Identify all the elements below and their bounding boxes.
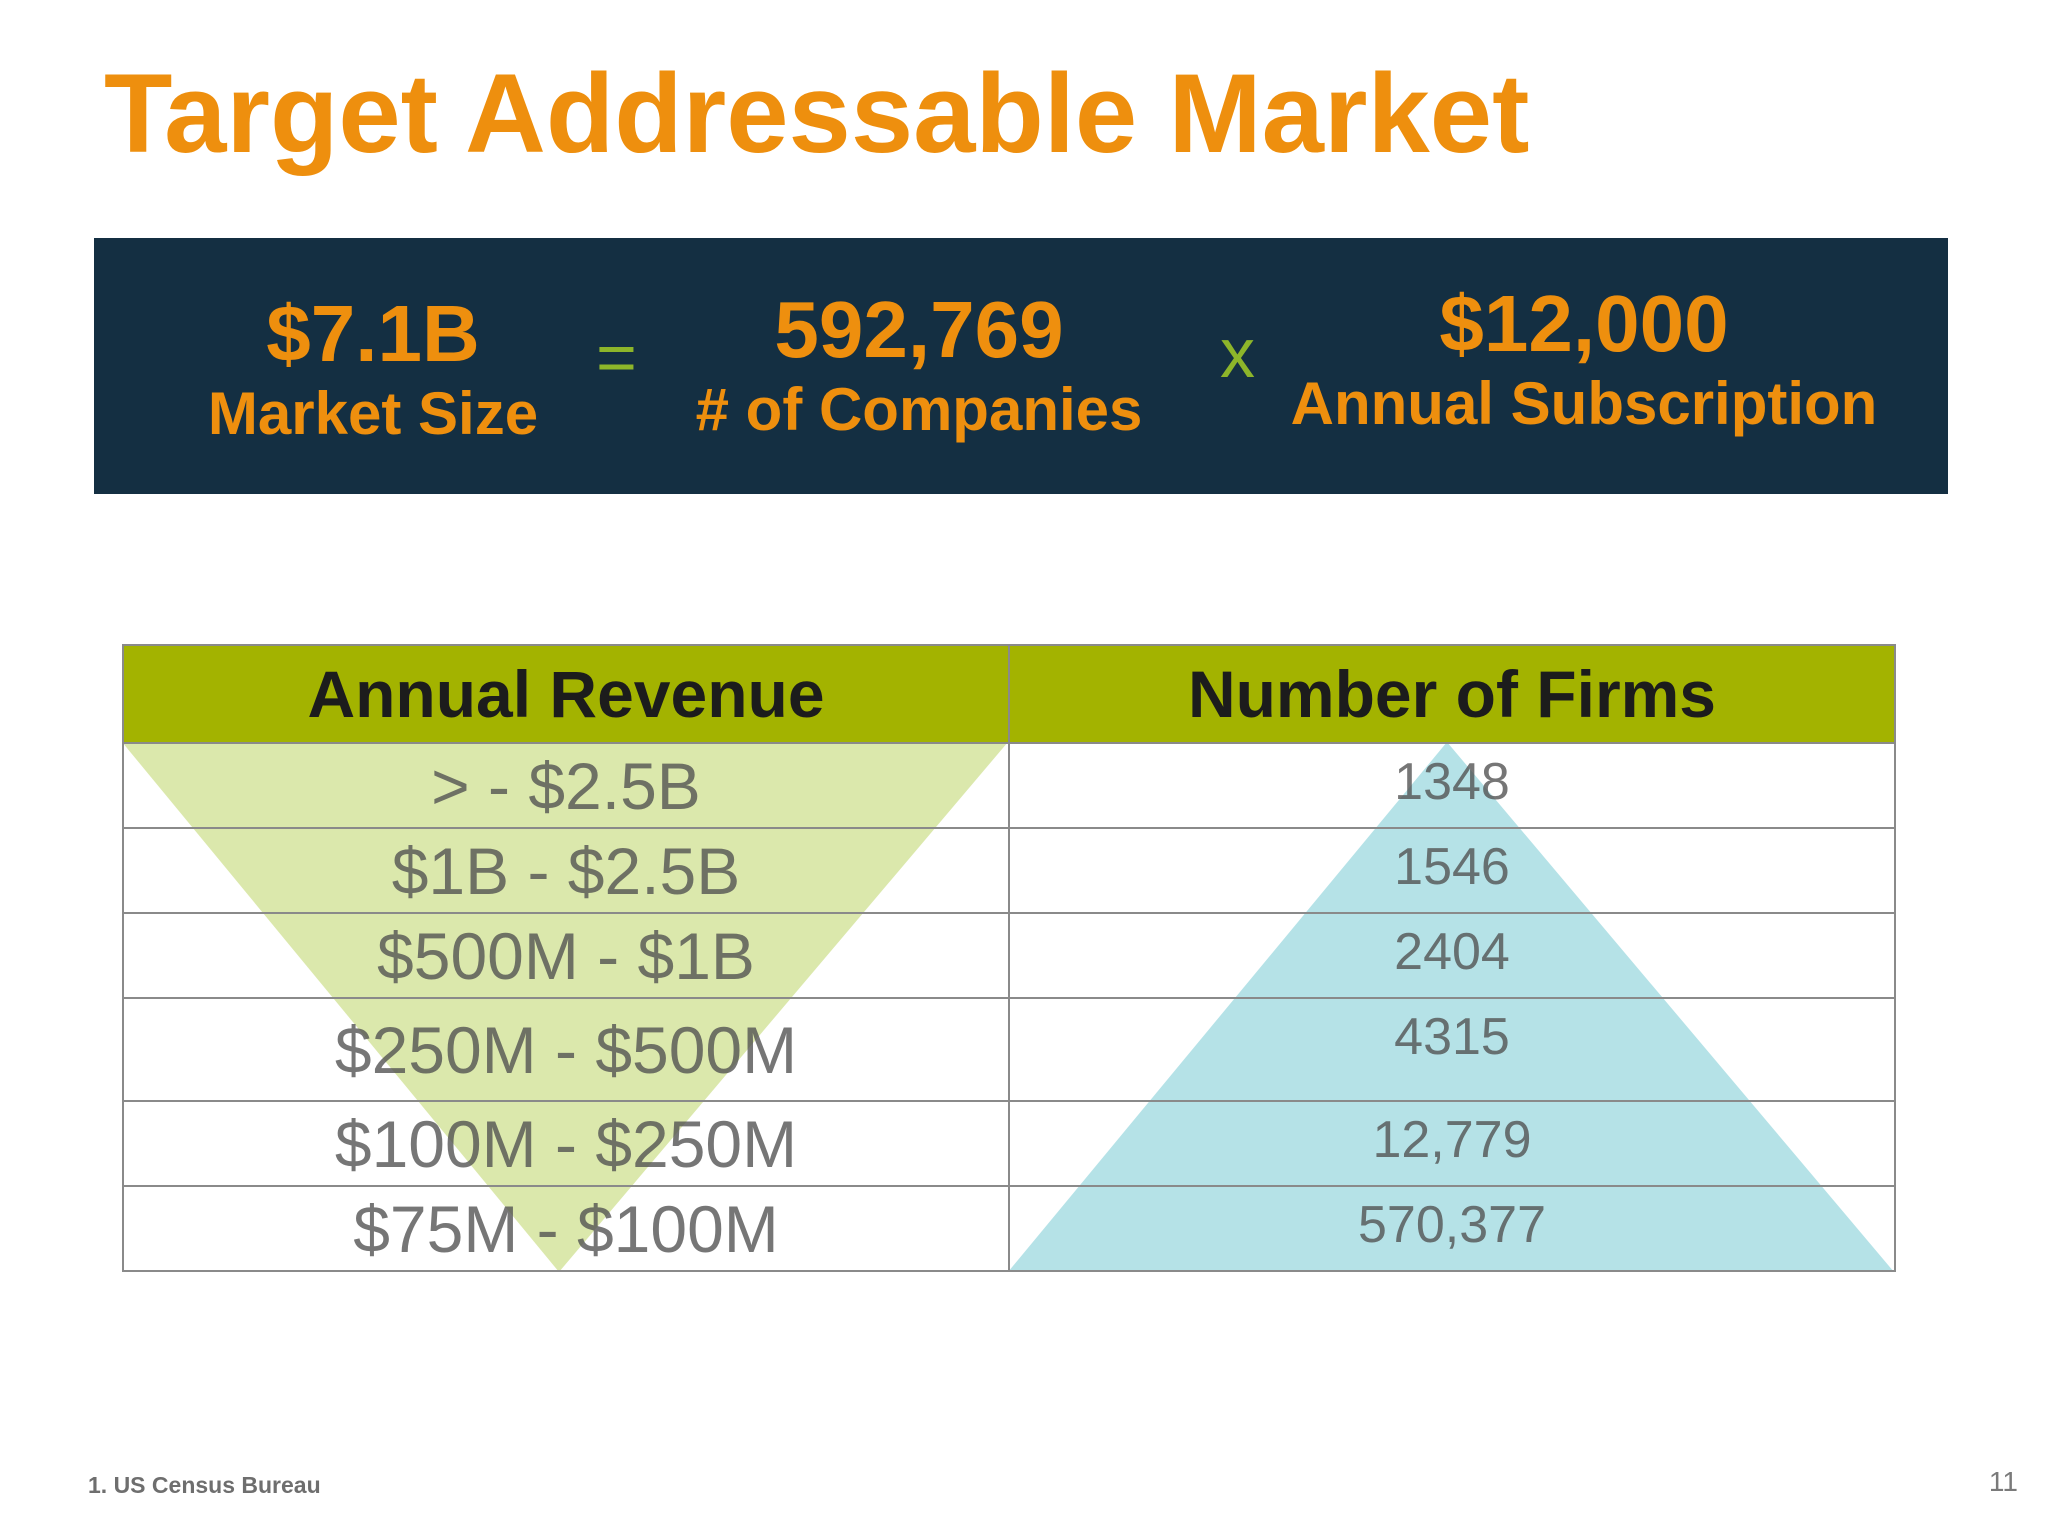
firms-cell: 12,779 bbox=[1008, 1100, 1896, 1187]
table-row: $250M - $500M 4315 bbox=[122, 997, 1896, 1102]
market-size-label: Market Size bbox=[207, 380, 539, 447]
equals-operator: = bbox=[596, 318, 637, 396]
firms-cell: 1348 bbox=[1008, 742, 1896, 829]
firms-cell: 570,377 bbox=[1008, 1185, 1896, 1272]
slide-title: Target Addressable Market bbox=[104, 51, 1530, 176]
table-row: $1B - $2.5B 1546 bbox=[122, 827, 1896, 914]
market-equation-banner: $7.1B Market Size = 592,769 # of Compani… bbox=[94, 238, 1948, 494]
companies-label: # of Companies bbox=[695, 376, 1143, 443]
subscription-label: Annual Subscription bbox=[1290, 370, 1878, 437]
revenue-cell: $500M - $1B bbox=[122, 912, 1010, 999]
subscription-stat: $12,000 Annual Subscription bbox=[1264, 280, 1904, 440]
market-size-stat: $7.1B Market Size bbox=[178, 290, 568, 450]
firms-cell: 4315 bbox=[1008, 997, 1896, 1102]
multiply-operator: x bbox=[1220, 314, 1255, 392]
revenue-cell: $75M - $100M bbox=[122, 1185, 1010, 1272]
table-row: $75M - $100M 570,377 bbox=[122, 1185, 1896, 1272]
table-header-row: Annual Revenue Number of Firms bbox=[122, 644, 1896, 744]
market-size-value: $7.1B bbox=[266, 289, 480, 378]
revenue-cell: > - $2.5B bbox=[122, 742, 1010, 829]
revenue-firms-table: Annual Revenue Number of Firms > - $2.5B… bbox=[122, 644, 1896, 1272]
revenue-cell: $100M - $250M bbox=[122, 1100, 1010, 1187]
revenue-cell: $250M - $500M bbox=[122, 997, 1010, 1102]
table-row: $100M - $250M 12,779 bbox=[122, 1100, 1896, 1187]
companies-stat: 592,769 # of Companies bbox=[674, 286, 1164, 446]
table-row: > - $2.5B 1348 bbox=[122, 742, 1896, 829]
source-footnote: 1. US Census Bureau bbox=[88, 1472, 321, 1498]
page-number: 11 bbox=[1988, 1466, 2018, 1497]
companies-value: 592,769 bbox=[774, 285, 1064, 374]
firms-cell: 2404 bbox=[1008, 912, 1896, 999]
header-number-of-firms: Number of Firms bbox=[1008, 644, 1896, 744]
revenue-firms-table-area: Annual Revenue Number of Firms > - $2.5B… bbox=[122, 644, 1896, 1274]
header-annual-revenue: Annual Revenue bbox=[122, 644, 1010, 744]
revenue-cell: $1B - $2.5B bbox=[122, 827, 1010, 914]
firms-cell: 1546 bbox=[1008, 827, 1896, 914]
subscription-value: $12,000 bbox=[1439, 279, 1729, 368]
table-row: $500M - $1B 2404 bbox=[122, 912, 1896, 999]
